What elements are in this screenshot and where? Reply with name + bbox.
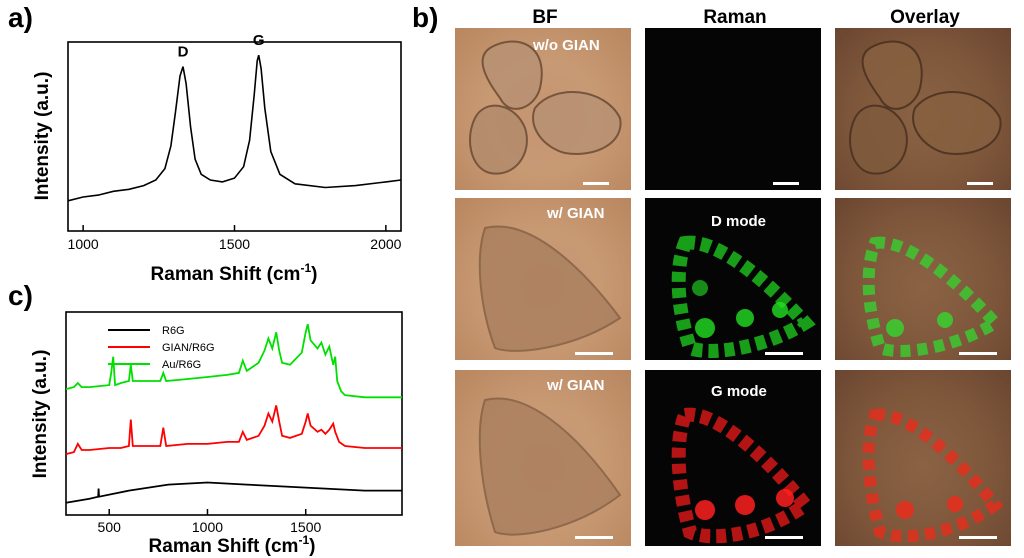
chart-c-xlabel: Raman Shift (cm-1) xyxy=(149,533,316,557)
image-overlay-without-gian xyxy=(835,28,1011,190)
scale-bar xyxy=(583,182,609,185)
chart-c-series-line xyxy=(65,481,402,504)
chart-a-xtick-label: 1500 xyxy=(219,236,250,252)
chart-c-xtick-label: 1500 xyxy=(290,519,321,535)
chart-c-legend: R6G GIAN/R6G Au/R6G xyxy=(108,325,215,371)
image-bf-without-gian: w/o GIAN xyxy=(455,28,631,190)
image-overlay-g-mode xyxy=(835,370,1011,546)
panel-label-b: b) xyxy=(412,2,439,33)
g-mode-signal-icon xyxy=(671,407,815,544)
chart-a-annotation-g: G xyxy=(253,32,265,49)
chart-c-legend-label: R6G xyxy=(162,325,185,337)
column-header-overlay: Overlay xyxy=(890,7,960,28)
tile-label-raman-row2: D mode xyxy=(711,213,767,230)
scale-bar xyxy=(575,536,613,539)
tile-label-bf-row3: w/ GIAN xyxy=(547,377,605,394)
image-raman-without-gian xyxy=(645,28,821,190)
scale-bar xyxy=(765,536,803,539)
chart-a-xlabel: Raman Shift (cm-1) xyxy=(151,261,318,285)
image-bf-with-gian-d: w/ GIAN xyxy=(455,198,631,360)
chart-c-series-line xyxy=(65,323,402,399)
g-mode-overlay-icon xyxy=(862,408,1004,543)
scale-bar xyxy=(773,182,799,185)
cell-outline-icon xyxy=(478,397,622,536)
panel-label-a: a) xyxy=(8,2,33,33)
tile-label-bf-row1: w/o GIAN xyxy=(533,37,600,54)
chart-a-raman-spectrum: 1000 1500 2000 D G Intensity (a.u.) Raman … xyxy=(32,32,402,285)
chart-a-annotation-d: D xyxy=(178,44,189,61)
image-raman-d-mode: D mode xyxy=(645,198,821,360)
d-mode-overlay-icon xyxy=(862,236,1005,357)
scale-bar xyxy=(959,352,997,355)
scale-bar xyxy=(575,352,613,355)
chart-a-series-line xyxy=(67,54,402,202)
chart-a-xtick-label: 2000 xyxy=(370,236,401,252)
chart-c-ylabel: Intensity (a.u.) xyxy=(30,350,51,479)
cell-outline-icon xyxy=(849,40,1002,175)
cell-outline-icon xyxy=(469,40,622,175)
column-header-bf: BF xyxy=(532,7,558,28)
chart-a-ylabel: Intensity (a.u.) xyxy=(32,72,53,201)
column-header-raman: Raman xyxy=(703,7,767,28)
chart-c-legend-label: Au/R6G xyxy=(162,359,201,371)
image-bf-with-gian-g: w/ GIAN xyxy=(455,370,631,546)
image-raman-g-mode: G mode xyxy=(645,370,821,546)
chart-c-series-line xyxy=(65,405,402,455)
d-mode-signal-icon xyxy=(671,235,816,358)
chart-a-xtick-label: 1000 xyxy=(68,236,99,252)
chart-c-raman-spectra: 500 1000 1500 R6G GIAN/R6G Au/R6G Intensity … xyxy=(30,311,403,557)
chart-c-legend-label: GIAN/R6G xyxy=(162,342,215,354)
chart-c-xtick-label: 500 xyxy=(98,519,122,535)
chart-c-frame xyxy=(65,311,403,516)
panel-label-c: c) xyxy=(8,280,33,311)
scale-bar xyxy=(959,536,997,539)
scale-bar xyxy=(765,352,803,355)
scale-bar xyxy=(967,182,993,185)
cell-outline-icon xyxy=(478,225,622,352)
tile-label-bf-row2: w/ GIAN xyxy=(547,205,605,222)
tile-label-raman-row3: G mode xyxy=(711,383,767,400)
image-overlay-d-mode xyxy=(835,198,1011,360)
chart-c-xtick-label: 1000 xyxy=(192,519,223,535)
